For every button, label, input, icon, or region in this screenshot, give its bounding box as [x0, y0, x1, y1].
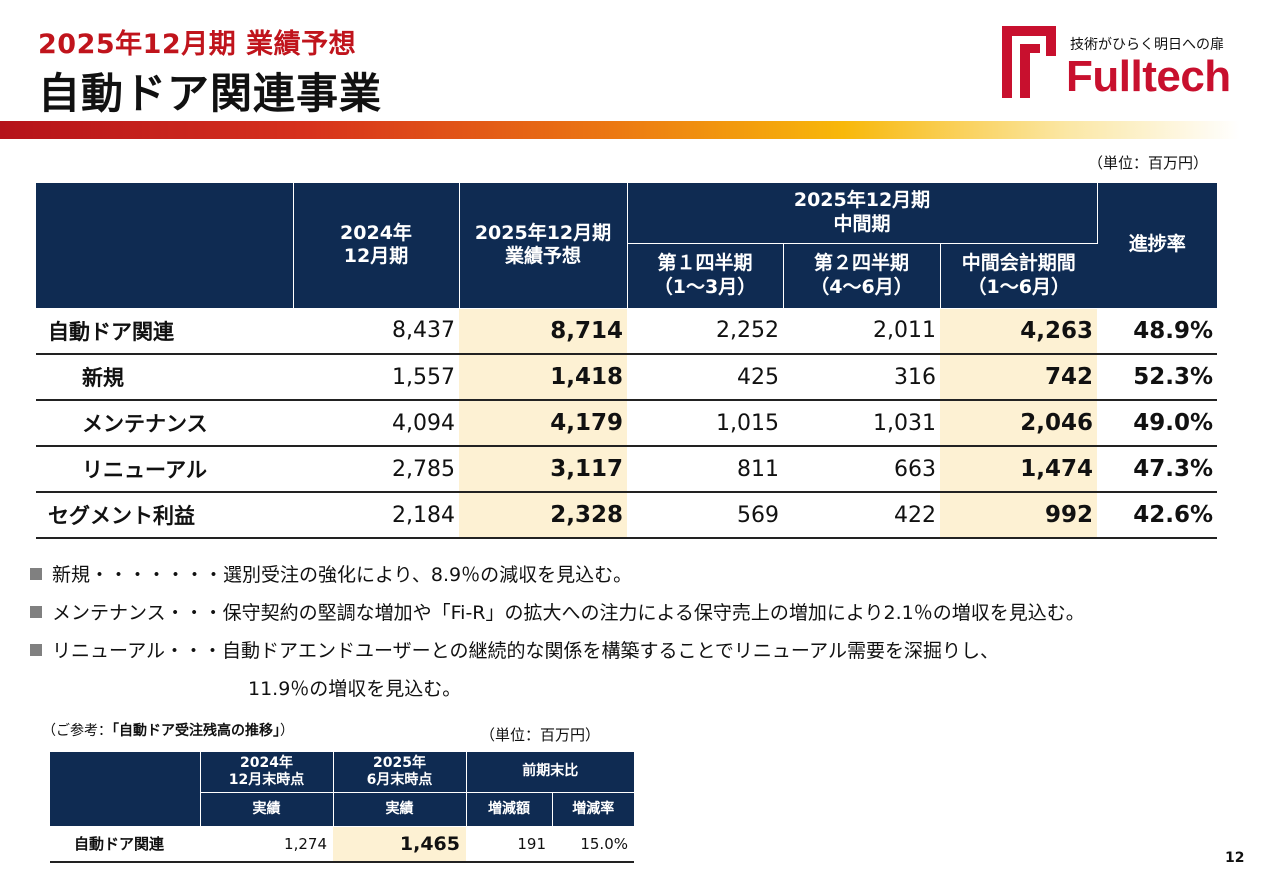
cell-q2: 2,011	[783, 308, 940, 355]
row-label: 自動ドア関連	[50, 826, 200, 863]
header-gradient-bar	[0, 121, 1240, 139]
header-change-amount: 増減額	[466, 792, 553, 827]
caption-suffix: ）	[280, 723, 294, 739]
table-row: 自動ドア関連 1,274 1,465 191 15.0%	[50, 826, 634, 863]
cell-h1: 742	[940, 354, 1098, 401]
cell-change: 191	[466, 826, 552, 863]
company-logo: 技術がひらく明日への扉 Fulltech	[1002, 20, 1252, 101]
cell-fy2024: 8,437	[293, 308, 459, 355]
table-row: メンテナンス 4,094 4,179 1,015 1,031 2,046 49.…	[36, 400, 1218, 447]
note-text: 新規・・・・・・・選別受注の強化により、8.9％の減収を見込む。	[52, 564, 633, 586]
cell-q1: 811	[627, 446, 783, 493]
cell-progress: 42.6%	[1097, 492, 1218, 539]
row-label: セグメント利益	[36, 492, 293, 539]
header-actual: 実績	[200, 792, 334, 827]
note-item: メンテナンス・・・保守契約の堅調な増加や「Fi-R」の拡大への注力による保守売上…	[30, 594, 1260, 632]
cell-q2: 663	[783, 446, 940, 493]
reference-caption: （ご参考：「自動ドア受注残高の推移」）	[42, 720, 294, 740]
cell-q1: 569	[627, 492, 783, 539]
cell-forecast: 4,179	[459, 400, 627, 447]
header-blank	[50, 752, 201, 827]
cell-forecast: 1,418	[459, 354, 627, 401]
cell-progress: 47.3%	[1097, 446, 1218, 493]
logo-mark-icon	[1002, 26, 1056, 98]
cell-q1: 425	[627, 354, 783, 401]
cell-h1: 992	[940, 492, 1098, 539]
header-q2: 第２四半期 （4～6月）	[783, 243, 941, 309]
header-compare: 前期末比	[466, 752, 634, 793]
header-actual: 実績	[333, 792, 467, 827]
cell-q1: 2,252	[627, 308, 783, 355]
header-progress: 進捗率	[1097, 183, 1218, 309]
header-forecast: 2025年12月期 業績予想	[459, 183, 628, 309]
note-item: 新規・・・・・・・選別受注の強化により、8.9％の減収を見込む。	[30, 556, 1260, 594]
cell-forecast: 3,117	[459, 446, 627, 493]
main-table-unit: （単位：百万円）	[1087, 154, 1208, 172]
table-row: セグメント利益 2,184 2,328 569 422 992 42.6%	[36, 492, 1218, 539]
page-subtitle: 2025年12月期 業績予想	[38, 29, 357, 60]
header-blank	[36, 183, 294, 309]
cell-fy2024: 4,094	[293, 400, 459, 447]
caption-prefix: （ご参考：	[42, 723, 112, 739]
header-2025-june: 2025年 6月末時点	[333, 752, 467, 793]
cell-fy2024: 2,184	[293, 492, 459, 539]
note-text: 11.9％の増収を見込む。	[248, 678, 462, 700]
header-fy2024: 2024年 12月期	[293, 183, 460, 309]
cell-q2: 1,031	[783, 400, 940, 447]
cell-h1: 4,263	[940, 308, 1098, 355]
cell-forecast: 2,328	[459, 492, 627, 539]
row-label: リニューアル	[36, 446, 293, 493]
note-text: リニューアル・・・自動ドアエンドユーザーとの継続的な関係を構築することでリニュー…	[52, 640, 999, 662]
cell-h1: 2,046	[940, 400, 1098, 447]
reference-table-unit: （単位：百万円）	[480, 726, 601, 744]
notes-list: 新規・・・・・・・選別受注の強化により、8.9％の減収を見込む。 メンテナンス・…	[30, 556, 1260, 708]
page-title: 自動ドア関連事業	[38, 69, 383, 118]
cell-2025: 1,465	[333, 826, 466, 863]
square-bullet-icon	[30, 644, 42, 656]
logo-wordmark: Fulltech	[1066, 52, 1231, 101]
cell-h1: 1,474	[940, 446, 1098, 493]
cell-rate: 15.0%	[552, 826, 634, 863]
row-label: 自動ドア関連	[36, 308, 293, 355]
row-label: 新規	[36, 354, 293, 401]
note-item: リニューアル・・・自動ドアエンドユーザーとの継続的な関係を構築することでリニュー…	[30, 632, 1260, 670]
cell-2024: 1,274	[200, 826, 333, 863]
cell-progress: 49.0%	[1097, 400, 1218, 447]
row-label: メンテナンス	[36, 400, 293, 447]
cell-forecast: 8,714	[459, 308, 627, 355]
caption-title: 「自動ドア受注残高の推移」	[112, 723, 280, 739]
square-bullet-icon	[30, 568, 42, 580]
forecast-table: 2024年 12月期 2025年12月期 業績予想 2025年12月期 中間期 …	[36, 183, 1218, 539]
logo-tagline: 技術がひらく明日への扉	[1070, 37, 1224, 53]
cell-q2: 316	[783, 354, 940, 401]
note-text: メンテナンス・・・保守契約の堅調な増加や「Fi-R」の拡大への注力による保守売上…	[52, 602, 1085, 624]
table-row: 新規 1,557 1,418 425 316 742 52.3%	[36, 354, 1218, 401]
square-bullet-icon	[30, 606, 42, 618]
header-interim-group: 2025年12月期 中間期	[627, 183, 1098, 244]
cell-fy2024: 2,785	[293, 446, 459, 493]
header-change-rate: 増減率	[552, 792, 634, 827]
backlog-table: 2024年 12月末時点 2025年 6月末時点 前期末比 実績 実績 増減額 …	[50, 752, 634, 863]
header-q1: 第１四半期 （1～3月）	[627, 243, 784, 309]
page-number: 12	[1225, 850, 1245, 866]
cell-progress: 52.3%	[1097, 354, 1218, 401]
header-h1: 中間会計期間 （1～6月）	[940, 243, 1098, 309]
cell-q1: 1,015	[627, 400, 783, 447]
table-row: リニューアル 2,785 3,117 811 663 1,474 47.3%	[36, 446, 1218, 493]
note-continuation: 11.9％の増収を見込む。	[30, 670, 1260, 708]
cell-q2: 422	[783, 492, 940, 539]
table-row: 自動ドア関連 8,437 8,714 2,252 2,011 4,263 48.…	[36, 308, 1218, 355]
cell-fy2024: 1,557	[293, 354, 459, 401]
cell-progress: 48.9%	[1097, 308, 1218, 355]
header-2024-end: 2024年 12月末時点	[200, 752, 334, 793]
